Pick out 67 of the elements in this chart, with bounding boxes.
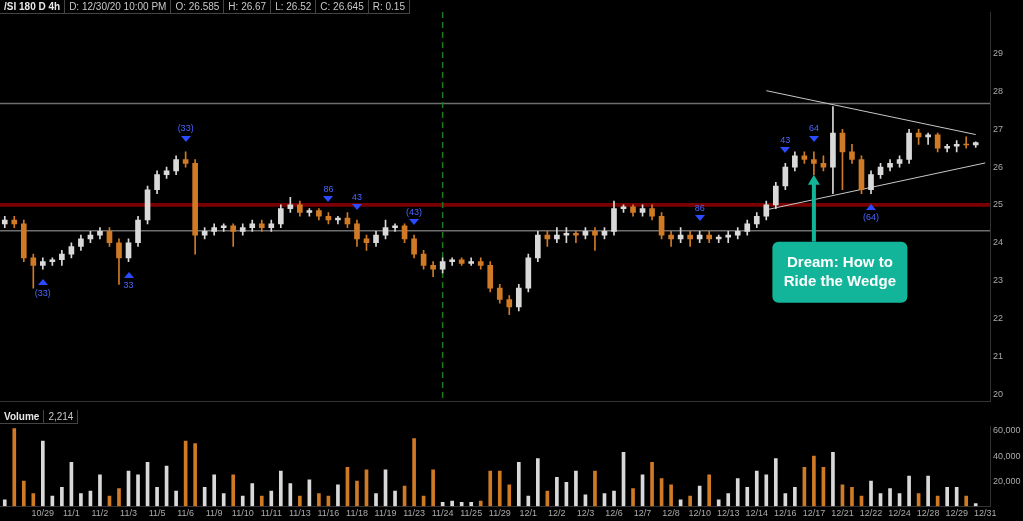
y-tick-label: 26 [993, 161, 1004, 172]
x-tick-label: 12/22 [859, 508, 883, 519]
annotation: 86 [323, 183, 334, 194]
annotation: H: 26.67 [224, 0, 272, 14]
y-tick-label: 29 [993, 48, 1004, 59]
x-tick-label: 12/29 [945, 508, 968, 519]
x-tick-label: 11/11 [260, 508, 282, 519]
x-tick-label: 12/6 [605, 508, 623, 519]
x-tick-label: 11/29 [488, 508, 511, 519]
x-tick-label: 12/1 [519, 508, 538, 519]
x-tick-label: 10/29 [31, 508, 55, 519]
annotation: O: 26.585 [171, 0, 225, 14]
x-tick-label: 11/18 [346, 508, 368, 519]
y-tick-label: 60,000 [993, 425, 1021, 436]
chart-title: Volume [0, 410, 45, 424]
x-tick-label: 12/16 [774, 508, 797, 519]
x-tick-label: 12/7 [633, 508, 652, 519]
x-tick-label: 12/21 [831, 508, 854, 519]
x-tick-label: 12/14 [745, 508, 769, 519]
annotation: (33) [177, 123, 194, 134]
y-tick-label: 27 [993, 123, 1004, 134]
annotation: (64) [863, 212, 880, 223]
annotation: 43 [351, 191, 362, 202]
annotation: R: 0.15 [368, 0, 410, 14]
y-tick-label: 28 [993, 85, 1004, 96]
y-tick-label: 40,000 [993, 450, 1021, 461]
annotation: L: 26.52 [271, 0, 317, 14]
x-tick-label: 12/2 [548, 508, 566, 519]
x-tick-label: 11/13 [288, 508, 311, 519]
x-tick-label: 11/5 [148, 508, 166, 519]
x-tick-label: 11/24 [431, 508, 454, 519]
x-tick-label: 11/23 [403, 508, 426, 519]
y-tick-label: 23 [993, 275, 1004, 286]
x-tick-label: 11/1 [62, 508, 80, 519]
x-tick-label: 11/3 [120, 508, 137, 519]
y-tick-label: 24 [993, 237, 1004, 248]
x-tick-label: 12/28 [916, 508, 940, 519]
x-tick-label: 12/8 [662, 508, 680, 519]
y-tick-label: 22 [993, 312, 1004, 323]
x-tick-label: 12/3 [576, 508, 595, 519]
text: 2,214 [44, 410, 79, 424]
annotation: D: 12/30/20 10:00 PM [65, 0, 172, 14]
annotation: 43 [780, 134, 791, 145]
chart-title: /SI 180 D 4h [0, 0, 66, 14]
x-tick-label: 11/10 [231, 508, 254, 519]
x-tick-label: 11/2 [91, 508, 109, 519]
x-tick-label: 11/19 [374, 508, 397, 519]
annotation: 86 [694, 202, 705, 213]
annotation: C: 26.645 [316, 0, 369, 14]
y-tick-label: 25 [993, 199, 1004, 210]
x-tick-label: 11/16 [317, 508, 340, 519]
x-tick-label: 12/13 [716, 508, 740, 519]
y-tick-label: 21 [993, 350, 1004, 361]
x-tick-label: 11/9 [205, 508, 223, 519]
x-tick-label: 12/10 [688, 508, 711, 519]
x-tick-label: 11/25 [460, 508, 483, 519]
annotation: (33) [34, 287, 51, 298]
annotation: Dream: How to Ride the Wedge [783, 252, 897, 289]
x-tick-label: 12/17 [802, 508, 826, 519]
annotation: 64 [808, 123, 819, 134]
x-tick-label: 12/31 [973, 508, 997, 519]
annotation: (43) [406, 206, 423, 217]
y-tick-label: 20 [993, 388, 1004, 399]
x-tick-label: 11/6 [177, 508, 195, 519]
y-tick-label: 20,000 [993, 475, 1021, 486]
x-tick-label: 12/24 [888, 508, 911, 519]
annotation: 33 [123, 280, 134, 291]
